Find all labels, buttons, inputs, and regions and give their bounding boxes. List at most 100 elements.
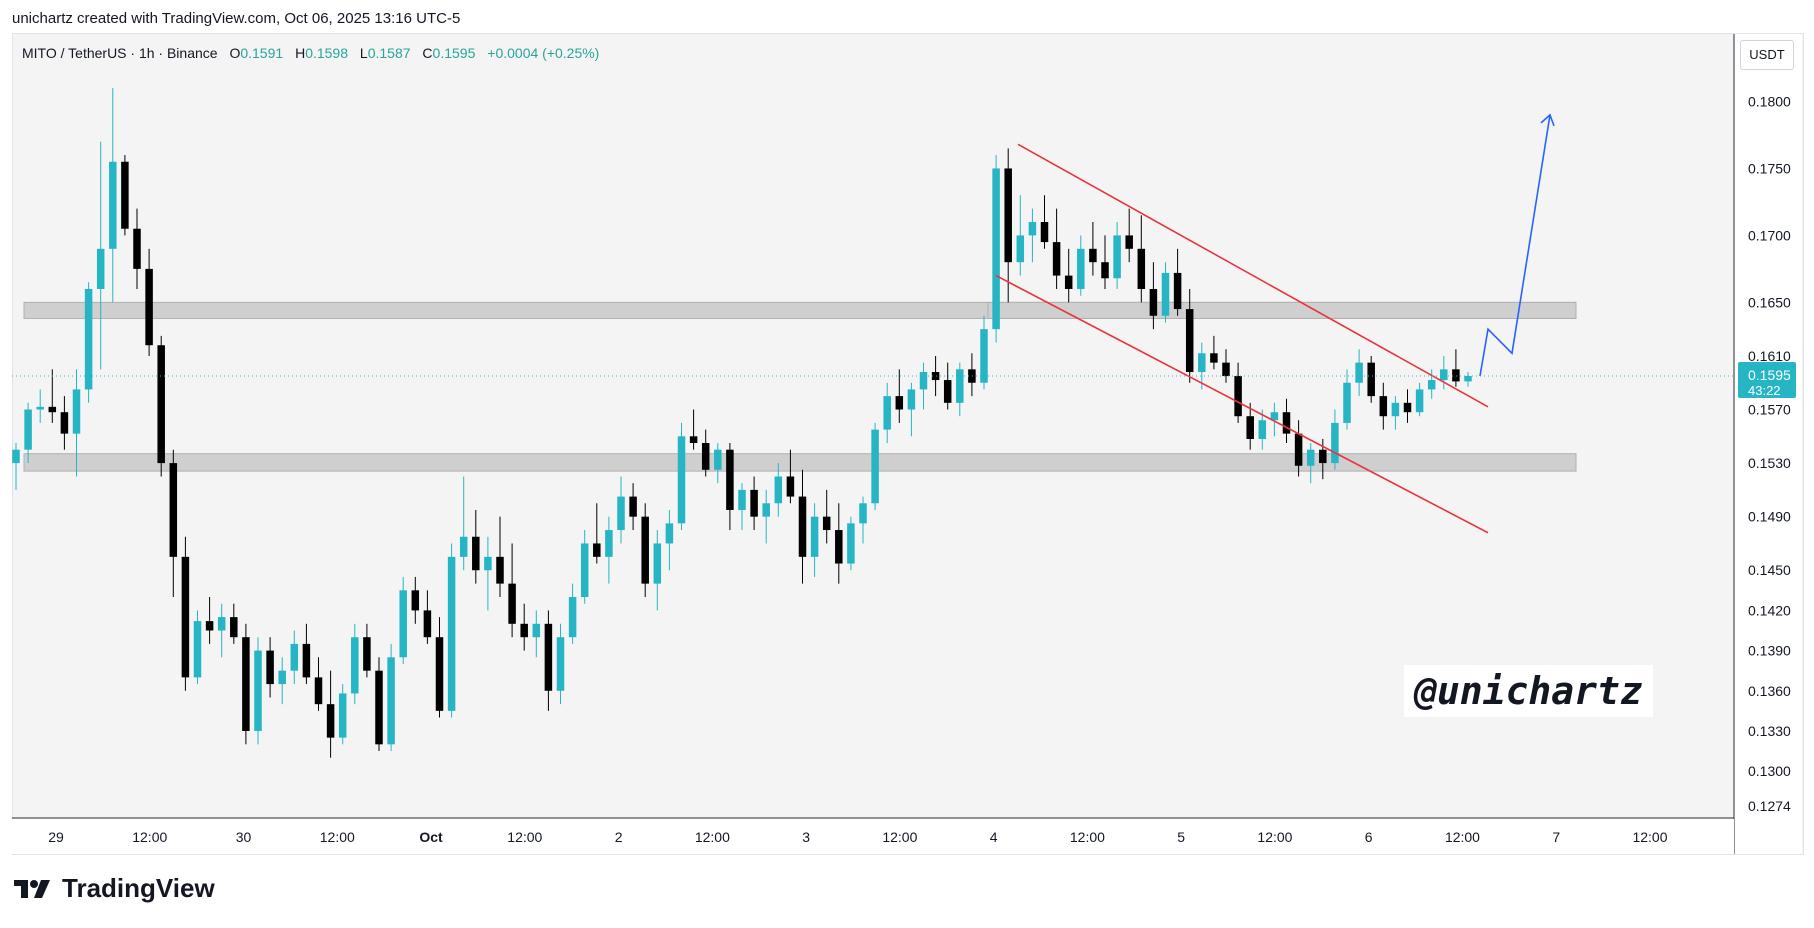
candle-bullish[interactable] [1028,222,1037,236]
candle-bullish[interactable] [84,288,93,390]
candle-bullish[interactable] [1270,412,1279,421]
candle-bearish[interactable] [1403,402,1412,413]
candle-bearish[interactable] [1185,309,1194,373]
candle-bearish[interactable] [181,556,190,678]
candle-bearish[interactable] [1367,362,1375,397]
candle-bearish[interactable] [1101,262,1109,279]
candle-bearish[interactable] [1004,168,1012,263]
resistance-zone-band[interactable] [987,301,1577,319]
candle-bearish[interactable] [629,496,637,517]
candle-bullish[interactable] [24,409,32,450]
candle-bullish[interactable] [193,621,202,678]
candle-bearish[interactable] [786,476,795,497]
candle-bearish[interactable] [1379,396,1388,417]
candle-bearish[interactable] [931,372,940,381]
candle-bullish[interactable] [1391,402,1400,417]
candle-bullish[interactable] [484,556,492,571]
candle-bullish[interactable] [1161,272,1170,316]
candle-bearish[interactable] [121,161,129,229]
candle-bearish[interactable] [822,516,831,531]
candle-bearish[interactable] [157,345,165,464]
candle-bullish[interactable] [109,161,117,249]
candle-bearish[interactable] [411,590,420,611]
candle-bullish[interactable] [617,496,625,531]
candle-bearish[interactable] [1137,248,1146,289]
candle-bearish[interactable] [593,543,601,557]
candle-bullish[interactable] [1306,449,1315,466]
candle-bullish[interactable] [677,436,686,524]
candle-bullish[interactable] [738,489,746,510]
brand-logo[interactable]: TradingView [14,873,215,904]
candle-bearish[interactable] [205,621,214,631]
candle-bullish[interactable] [810,516,819,557]
candle-bullish[interactable] [399,590,407,658]
candle-bearish[interactable] [133,228,141,269]
candle-bearish[interactable] [1452,369,1460,382]
candle-bearish[interactable] [472,536,480,571]
candle-bullish[interactable] [1198,353,1206,373]
currency-unit-button[interactable]: USDT [1740,40,1794,70]
candle-bearish[interactable] [689,436,698,443]
candle-bullish[interactable] [1113,235,1121,279]
candle-bullish[interactable] [290,643,299,671]
candle-bullish[interactable] [907,389,916,410]
candle-bearish[interactable] [1089,248,1097,263]
candle-bullish[interactable] [217,617,226,631]
time-axis-background[interactable] [12,819,1734,854]
candle-bearish[interactable] [363,637,371,671]
candle-bearish[interactable] [314,677,323,705]
candle-bullish[interactable] [956,369,964,403]
candle-bullish[interactable] [653,543,662,584]
candle-bearish[interactable] [1210,353,1218,363]
candle-bearish[interactable] [1294,433,1303,466]
candle-bearish[interactable] [242,637,250,731]
candle-bullish[interactable] [1258,420,1267,439]
candle-bullish[interactable] [459,536,468,557]
candle-bullish[interactable] [278,670,286,685]
candle-bearish[interactable] [520,623,528,638]
candle-bearish[interactable] [423,610,432,638]
candle-bullish[interactable] [871,429,879,504]
candle-bullish[interactable] [1427,380,1436,390]
candle-bullish[interactable] [1440,369,1448,381]
candle-bearish[interactable] [968,369,976,383]
candle-bearish[interactable] [302,643,311,678]
candle-bullish[interactable] [1343,382,1351,423]
candle-bullish[interactable] [859,503,867,524]
candle-bullish[interactable] [774,476,783,504]
candle-bearish[interactable] [375,670,383,745]
candle-bullish[interactable] [847,523,855,564]
candle-bullish[interactable] [1331,422,1339,464]
candle-bullish[interactable] [1016,235,1025,263]
projection-path-line[interactable] [1479,114,1551,377]
candle-bearish[interactable] [895,396,904,410]
candle-bearish[interactable] [1282,412,1291,434]
candle-bullish[interactable] [72,389,81,434]
candle-bearish[interactable] [1064,275,1073,289]
candle-bearish[interactable] [266,650,274,685]
channel-upper-line[interactable] [1017,143,1489,408]
candle-bullish[interactable] [980,329,988,383]
candle-bullish[interactable] [36,406,44,410]
candle-bearish[interactable] [1052,242,1061,276]
candle-bearish[interactable] [1173,272,1182,310]
candle-bearish[interactable] [641,516,649,584]
candle-bullish[interactable] [556,637,565,691]
candle-bearish[interactable] [230,617,238,638]
candle-bearish[interactable] [1222,362,1230,377]
price-axis-background[interactable] [1735,34,1802,854]
candle-bearish[interactable] [169,463,178,557]
candle-bullish[interactable] [580,543,589,598]
candle-bearish[interactable] [1125,235,1133,249]
candle-bearish[interactable] [1040,222,1049,243]
candle-bullish[interactable] [338,693,347,738]
candle-bullish[interactable] [351,637,359,694]
candle-bullish[interactable] [883,396,891,430]
candle-bearish[interactable] [943,380,952,403]
candle-bearish[interactable] [60,412,69,434]
candle-bullish[interactable] [532,623,541,638]
candle-bearish[interactable] [145,268,153,346]
candle-bearish[interactable] [326,704,335,738]
candle-bullish[interactable] [1415,389,1424,413]
